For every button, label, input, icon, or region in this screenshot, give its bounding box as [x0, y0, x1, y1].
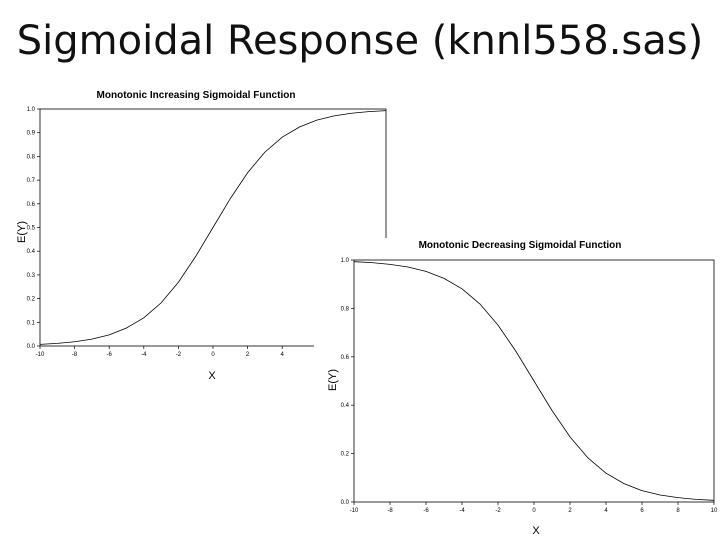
x-tick-label: -4: [141, 352, 147, 358]
y-tick-label: 0.2: [341, 452, 350, 458]
x-tick-label: 2: [246, 352, 250, 358]
slide-title: Sigmoidal Response (knnl558.sas): [16, 18, 704, 64]
x-tick-label: 10: [711, 508, 718, 514]
increasing-sigmoid-plot: Monotonic Increasing Sigmoidal Function …: [16, 90, 390, 382]
y-tick-label: 0.4: [27, 249, 36, 255]
x-tick-label: 0: [532, 508, 536, 514]
x-tick-label: -10: [350, 508, 359, 514]
y-tick-label: 0.0: [27, 344, 36, 350]
y-tick-label: 0.2: [27, 297, 36, 303]
y-tick-label: 0.8: [341, 306, 350, 312]
decreasing-sigmoid-chart: Monotonic Decreasing Sigmoidal Function …: [314, 238, 720, 538]
y-tick-label: 0.8: [27, 154, 36, 160]
x-tick-label: 2: [568, 508, 572, 514]
y-tick-label: 0.4: [341, 403, 350, 409]
x-tick-label: -2: [176, 352, 182, 358]
increasing-sigmoid-chart: Monotonic Increasing Sigmoidal Function …: [14, 84, 390, 390]
y-tick-label: 0.0: [341, 500, 350, 506]
x-tick-label: -6: [107, 352, 113, 358]
y-tick-label: 0.7: [27, 178, 36, 184]
y-tick-label: 1.0: [341, 258, 350, 264]
x-axis-label: X: [532, 525, 540, 537]
x-tick-label: 8: [676, 508, 680, 514]
y-tick-label: 0.6: [341, 355, 350, 361]
chart-title: Monotonic Decreasing Sigmoidal Function: [419, 240, 622, 251]
y-tick-label: 0.6: [27, 202, 36, 208]
x-tick-label: -8: [72, 352, 78, 358]
chart-title: Monotonic Increasing Sigmoidal Function: [97, 90, 296, 101]
series-line: [39, 110, 387, 345]
y-tick-label: 0.5: [27, 226, 36, 232]
y-tick-label: 1.0: [27, 107, 36, 113]
x-tick-label: 6: [640, 508, 644, 514]
y-axis-label: E(Y): [327, 369, 339, 391]
y-tick-label: 0.3: [27, 273, 36, 279]
x-tick-label: 4: [604, 508, 608, 514]
y-axis-label: E(Y): [16, 221, 28, 243]
y-tick-label: 0.9: [27, 131, 36, 137]
x-tick-label: 0: [211, 352, 215, 358]
series-line: [353, 261, 715, 501]
x-tick-label: -4: [459, 508, 465, 514]
x-tick-label: -6: [423, 508, 429, 514]
decreasing-sigmoid-plot: Monotonic Decreasing Sigmoidal Function …: [327, 240, 718, 537]
x-tick-label: -2: [495, 508, 501, 514]
x-tick-label: 4: [281, 352, 285, 358]
x-tick-label: -8: [387, 508, 393, 514]
x-axis-label: X: [208, 370, 216, 382]
x-tick-label: -10: [36, 352, 45, 358]
y-tick-label: 0.1: [27, 320, 36, 326]
